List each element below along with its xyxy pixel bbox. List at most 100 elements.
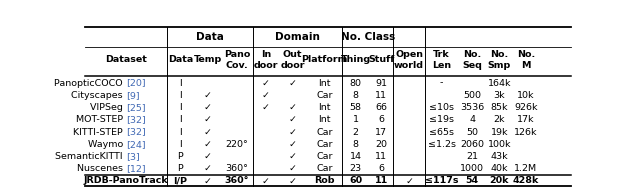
Text: I: I (179, 128, 182, 137)
Text: 126k: 126k (514, 128, 538, 137)
Text: P: P (177, 164, 183, 173)
Text: No. Class: No. Class (341, 32, 395, 42)
Text: Dataset: Dataset (105, 55, 147, 64)
Text: ✓: ✓ (204, 91, 212, 100)
Text: ✓: ✓ (204, 140, 212, 149)
Text: Cityscapes: Cityscapes (71, 91, 126, 100)
Text: 100k: 100k (488, 140, 511, 149)
Text: ✓: ✓ (405, 177, 413, 186)
Text: 6: 6 (378, 164, 384, 173)
Text: ≤19s: ≤19s (429, 115, 454, 124)
Text: Data: Data (168, 55, 193, 64)
Text: 220°: 220° (226, 140, 248, 149)
Text: 60: 60 (349, 177, 362, 186)
Text: Int: Int (318, 115, 330, 124)
Text: Trk
Len: Trk Len (432, 50, 451, 70)
Text: ≤65s: ≤65s (429, 128, 454, 137)
Text: I: I (179, 79, 182, 88)
Text: Rob: Rob (314, 177, 335, 186)
Text: P: P (177, 152, 183, 161)
Text: ✓: ✓ (262, 177, 269, 186)
Text: ✓: ✓ (204, 115, 212, 124)
Text: ✓: ✓ (289, 128, 296, 137)
Text: ✓: ✓ (262, 79, 269, 88)
Text: Temp: Temp (193, 55, 222, 64)
Text: 40k: 40k (491, 164, 508, 173)
Text: 10k: 10k (517, 91, 534, 100)
Text: 58: 58 (349, 103, 362, 112)
Text: VIPSeg: VIPSeg (90, 103, 126, 112)
Text: [32]: [32] (126, 115, 146, 124)
Text: 1000: 1000 (460, 164, 484, 173)
Text: [32]: [32] (126, 128, 146, 137)
Text: 91: 91 (375, 79, 387, 88)
Text: 1: 1 (353, 115, 358, 124)
Text: 17k: 17k (517, 115, 534, 124)
Text: ✓: ✓ (289, 115, 296, 124)
Text: [3]: [3] (126, 152, 140, 161)
Text: I: I (179, 103, 182, 112)
Text: No.
M: No. M (516, 50, 535, 70)
Text: -: - (440, 79, 444, 88)
Text: ✓: ✓ (289, 103, 296, 112)
Text: 1.2M: 1.2M (515, 164, 538, 173)
Text: Car: Car (316, 140, 333, 149)
Text: 2k: 2k (493, 115, 505, 124)
Text: 43k: 43k (490, 152, 508, 161)
Text: JRDB-PanoTrack: JRDB-PanoTrack (83, 177, 168, 186)
Text: Int: Int (318, 79, 330, 88)
Text: 428k: 428k (513, 177, 539, 186)
Text: Out
door: Out door (280, 50, 305, 70)
Text: 11: 11 (375, 91, 387, 100)
Text: 2060: 2060 (460, 140, 484, 149)
Text: I: I (179, 115, 182, 124)
Text: 360°: 360° (225, 164, 248, 173)
Text: 2: 2 (353, 128, 358, 137)
Text: Pano
Cov.: Pano Cov. (224, 50, 250, 70)
Text: 11: 11 (375, 152, 387, 161)
Text: I: I (179, 91, 182, 100)
Text: 20k: 20k (490, 177, 509, 186)
Text: 500: 500 (463, 91, 481, 100)
Text: Stuff: Stuff (368, 55, 394, 64)
Text: 85k: 85k (491, 103, 508, 112)
Text: Nuscenes: Nuscenes (77, 164, 126, 173)
Text: ✓: ✓ (204, 177, 212, 186)
Text: Data: Data (196, 32, 223, 42)
Text: 6: 6 (378, 115, 384, 124)
Text: ✓: ✓ (204, 152, 212, 161)
Text: [12]: [12] (126, 164, 145, 173)
Text: ≤117s: ≤117s (425, 177, 458, 186)
Text: Car: Car (316, 91, 333, 100)
Text: ✓: ✓ (289, 152, 296, 161)
Text: 50: 50 (466, 128, 478, 137)
Text: ✓: ✓ (289, 164, 296, 173)
Text: 20: 20 (375, 140, 387, 149)
Text: 8: 8 (353, 140, 358, 149)
Text: SemanticKITTI: SemanticKITTI (55, 152, 126, 161)
Text: Car: Car (316, 128, 333, 137)
Text: [24]: [24] (126, 140, 145, 149)
Text: MOT-STEP: MOT-STEP (76, 115, 126, 124)
Text: Open
world: Open world (394, 50, 424, 70)
Text: ✓: ✓ (262, 103, 269, 112)
Text: ≤10s: ≤10s (429, 103, 454, 112)
Text: 3k: 3k (493, 91, 505, 100)
Text: ✓: ✓ (262, 91, 269, 100)
Text: 4: 4 (469, 115, 475, 124)
Bar (85, 175, 571, 187)
Text: KITTI-STEP: KITTI-STEP (73, 128, 126, 137)
Text: No.
Smp: No. Smp (488, 50, 511, 70)
Text: [25]: [25] (126, 103, 145, 112)
Text: Thing: Thing (340, 55, 371, 64)
Text: [9]: [9] (126, 91, 140, 100)
Text: Waymo: Waymo (88, 140, 126, 149)
Text: Domain: Domain (275, 32, 320, 42)
Text: 164k: 164k (488, 79, 511, 88)
Text: 66: 66 (375, 103, 387, 112)
Text: ✓: ✓ (204, 103, 212, 112)
Text: I: I (179, 140, 182, 149)
Text: 80: 80 (349, 79, 362, 88)
Text: 17: 17 (375, 128, 387, 137)
Text: Platform: Platform (301, 55, 348, 64)
